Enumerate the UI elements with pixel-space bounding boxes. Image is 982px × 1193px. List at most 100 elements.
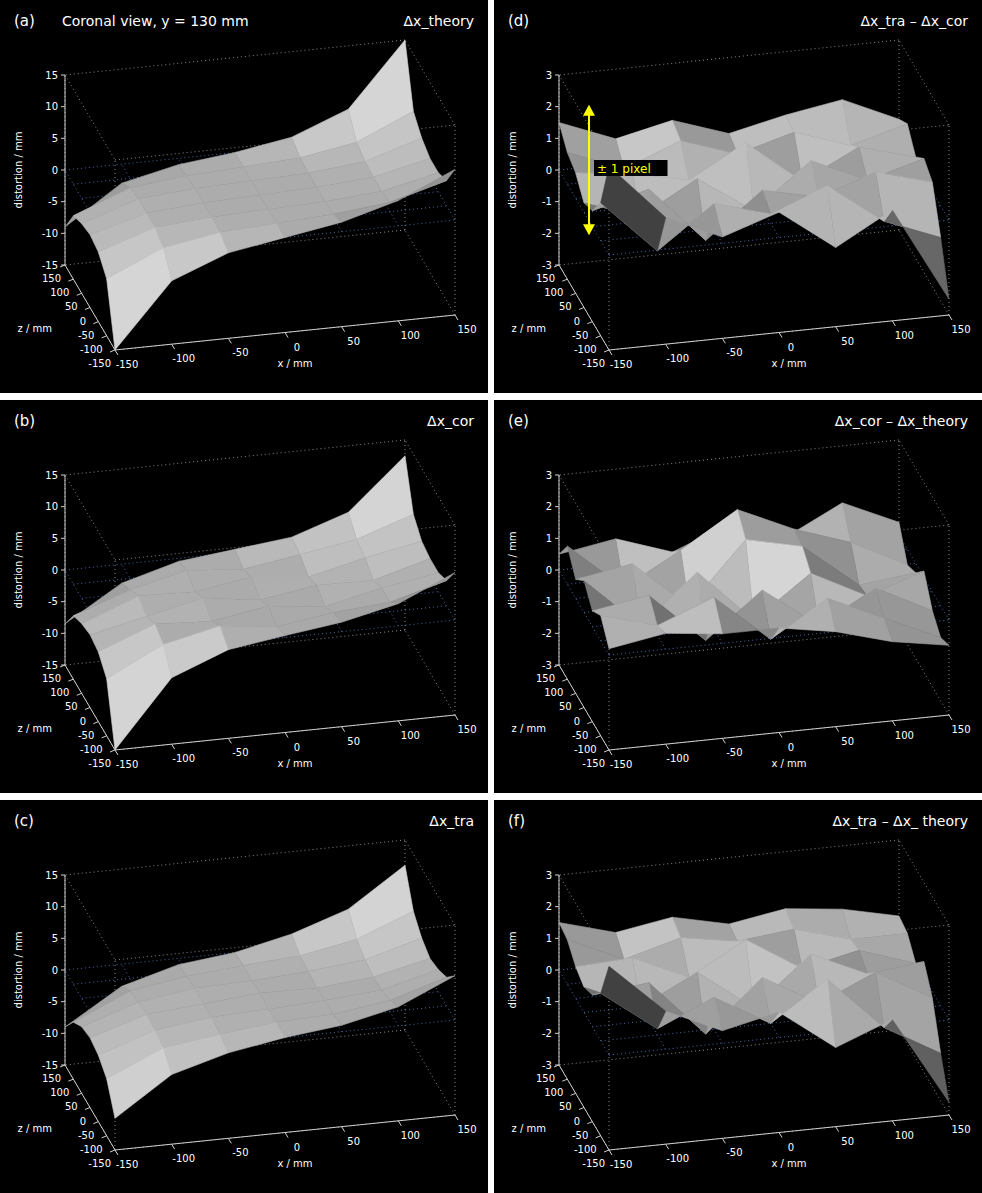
svg-text:5: 5: [52, 933, 58, 944]
svg-text:-15: -15: [42, 1060, 58, 1071]
svg-text:-50: -50: [572, 1130, 588, 1141]
svg-text:x / mm: x / mm: [277, 1158, 312, 1169]
svg-text:-150: -150: [116, 359, 139, 370]
svg-text:Δx_tra: Δx_tra: [429, 813, 474, 829]
svg-text:-1: -1: [542, 996, 552, 1007]
svg-text:-10: -10: [42, 228, 58, 239]
svg-text:Δx_cor: Δx_cor: [427, 413, 474, 429]
svg-text:3: 3: [546, 70, 552, 81]
svg-text:0: 0: [80, 316, 86, 327]
svg-text:z / mm: z / mm: [512, 323, 546, 334]
svg-text:2: 2: [546, 101, 552, 112]
svg-text:150: 150: [536, 673, 555, 684]
svg-text:50: 50: [559, 1101, 572, 1112]
svg-text:-100: -100: [80, 1144, 103, 1155]
svg-text:50: 50: [65, 1101, 78, 1112]
svg-text:0: 0: [52, 965, 58, 976]
svg-text:-1: -1: [542, 596, 552, 607]
svg-text:-150: -150: [582, 1158, 605, 1169]
svg-text:-100: -100: [80, 744, 103, 755]
svg-text:-1: -1: [542, 196, 552, 207]
svg-text:150: 150: [457, 1124, 476, 1135]
svg-text:(b): (b): [14, 412, 35, 430]
svg-text:-150: -150: [610, 759, 633, 770]
svg-text:50: 50: [347, 736, 360, 747]
svg-text:50: 50: [559, 701, 572, 712]
svg-text:Coronal view, y = 130 mm: Coronal view, y = 130 mm: [62, 13, 249, 29]
svg-text:0: 0: [574, 316, 580, 327]
svg-text:(d): (d): [508, 12, 529, 30]
svg-text:-10: -10: [42, 1028, 58, 1039]
svg-text:Δx_tra – Δx_ theory: Δx_tra – Δx_ theory: [833, 813, 968, 829]
svg-text:100: 100: [544, 1087, 563, 1098]
svg-text:-50: -50: [726, 1147, 742, 1158]
svg-text:-100: -100: [172, 753, 195, 764]
svg-text:-50: -50: [232, 747, 248, 758]
svg-text:distortion / mm: distortion / mm: [13, 132, 24, 209]
svg-text:-50: -50: [232, 1147, 248, 1158]
svg-text:50: 50: [841, 736, 854, 747]
svg-text:50: 50: [347, 1136, 360, 1147]
svg-text:-50: -50: [78, 330, 94, 341]
svg-text:-50: -50: [726, 347, 742, 358]
svg-text:-50: -50: [572, 330, 588, 341]
svg-text:5: 5: [52, 133, 58, 144]
svg-text:-5: -5: [48, 596, 58, 607]
svg-text:-150: -150: [582, 758, 605, 769]
svg-text:-5: -5: [48, 196, 58, 207]
svg-text:-150: -150: [582, 358, 605, 369]
svg-text:50: 50: [347, 336, 360, 347]
svg-text:150: 150: [951, 724, 970, 735]
svg-text:-150: -150: [116, 759, 139, 770]
svg-text:50: 50: [841, 1136, 854, 1147]
svg-text:-15: -15: [42, 260, 58, 271]
svg-text:-150: -150: [610, 1159, 633, 1170]
svg-text:150: 150: [951, 324, 970, 335]
svg-text:x / mm: x / mm: [771, 758, 806, 769]
svg-text:x / mm: x / mm: [277, 758, 312, 769]
svg-text:3: 3: [546, 470, 552, 481]
svg-text:0: 0: [788, 1142, 794, 1153]
svg-text:-100: -100: [574, 344, 597, 355]
svg-text:-100: -100: [172, 353, 195, 364]
svg-text:-100: -100: [666, 1153, 689, 1164]
svg-text:150: 150: [42, 673, 61, 684]
svg-text:0: 0: [80, 716, 86, 727]
svg-text:2: 2: [546, 901, 552, 912]
svg-text:-3: -3: [542, 660, 552, 671]
svg-text:15: 15: [45, 70, 58, 81]
svg-text:-50: -50: [232, 347, 248, 358]
svg-text:distortion / mm: distortion / mm: [507, 532, 518, 609]
svg-text:z / mm: z / mm: [512, 1123, 546, 1134]
svg-text:0: 0: [546, 965, 552, 976]
svg-text:10: 10: [45, 101, 58, 112]
svg-text:0: 0: [574, 1116, 580, 1127]
svg-text:0: 0: [294, 342, 300, 353]
svg-text:± 1 pixel: ± 1 pixel: [597, 162, 651, 176]
svg-text:150: 150: [42, 273, 61, 284]
svg-text:50: 50: [65, 301, 78, 312]
svg-text:-150: -150: [116, 1159, 139, 1170]
svg-text:(f): (f): [508, 812, 525, 830]
svg-text:(e): (e): [508, 412, 529, 430]
svg-text:-15: -15: [42, 660, 58, 671]
svg-text:0: 0: [546, 165, 552, 176]
svg-text:0: 0: [80, 1116, 86, 1127]
svg-text:-100: -100: [172, 1153, 195, 1164]
svg-text:50: 50: [559, 301, 572, 312]
svg-text:-100: -100: [574, 744, 597, 755]
svg-text:0: 0: [294, 1142, 300, 1153]
svg-text:-150: -150: [88, 758, 111, 769]
svg-text:0: 0: [788, 342, 794, 353]
svg-text:100: 100: [895, 330, 914, 341]
svg-text:-3: -3: [542, 1060, 552, 1071]
svg-text:100: 100: [544, 287, 563, 298]
svg-text:distortion / mm: distortion / mm: [507, 932, 518, 1009]
svg-text:100: 100: [401, 330, 420, 341]
svg-text:1: 1: [546, 533, 552, 544]
svg-text:0: 0: [574, 716, 580, 727]
svg-text:50: 50: [65, 701, 78, 712]
svg-text:distortion / mm: distortion / mm: [13, 532, 24, 609]
svg-text:-3: -3: [542, 260, 552, 271]
svg-text:-10: -10: [42, 628, 58, 639]
